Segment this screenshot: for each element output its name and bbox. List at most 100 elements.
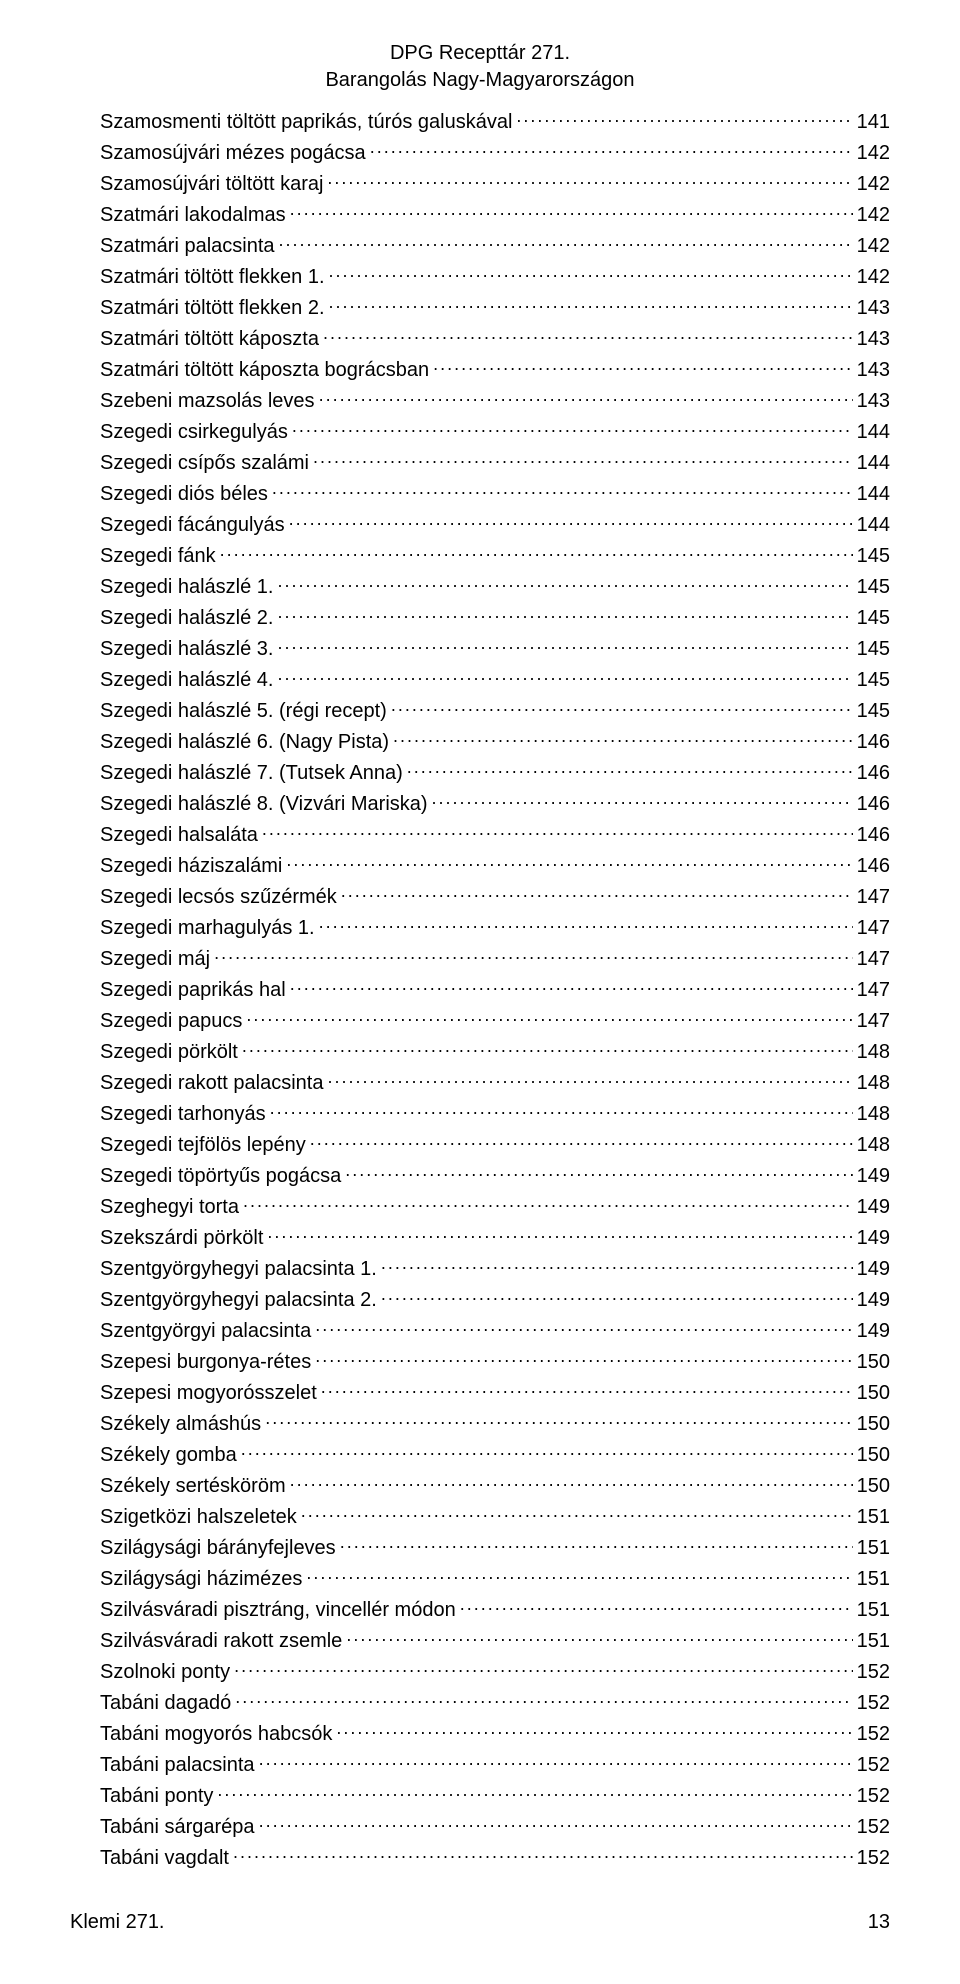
toc-row: Szekszárdi pörkölt 149 [100, 1220, 890, 1251]
toc-entry-label: Szegedi halászlé 6. (Nagy Pista) [100, 729, 389, 755]
toc-entry-page: 144 [857, 419, 890, 445]
toc-entry-page: 144 [857, 450, 890, 476]
toc-entry-page: 152 [857, 1690, 890, 1716]
toc-leader-dots [323, 321, 853, 345]
toc-entry-page: 147 [857, 977, 890, 1003]
toc-row: Székely gomba 150 [100, 1437, 890, 1468]
toc-entry-label: Tabáni palacsinta [100, 1752, 255, 1778]
toc-leader-dots [286, 848, 852, 872]
table-of-contents: Szamosmenti töltött paprikás, túrós galu… [70, 104, 890, 1871]
toc-entry-label: Szilvásváradi rakott zsemle [100, 1628, 342, 1654]
toc-entry-page: 150 [857, 1473, 890, 1499]
toc-entry-page: 146 [857, 760, 890, 786]
page-footer: Klemi 271. 13 [70, 1911, 890, 1934]
toc-leader-dots [290, 972, 853, 996]
toc-entry-label: Szekszárdi pörkölt [100, 1225, 263, 1251]
toc-entry-label: Szegedi rakott palacsinta [100, 1070, 323, 1096]
toc-entry-label: Szegedi halászlé 2. [100, 605, 273, 631]
toc-row: Szamosmenti töltött paprikás, túrós galu… [100, 104, 890, 135]
toc-entry-page: 148 [857, 1070, 890, 1096]
toc-entry-page: 142 [857, 233, 890, 259]
toc-entry-page: 143 [857, 388, 890, 414]
toc-row: Szepesi mogyorósszelet 150 [100, 1375, 890, 1406]
toc-row: Szilvásváradi pisztráng, vincellér módon… [100, 1592, 890, 1623]
toc-entry-label: Székely sertésköröm [100, 1473, 286, 1499]
toc-leader-dots [290, 197, 853, 221]
toc-row: Szatmári töltött káposzta 143 [100, 321, 890, 352]
toc-entry-page: 151 [857, 1504, 890, 1530]
toc-leader-dots [329, 259, 853, 283]
toc-leader-dots [277, 569, 852, 593]
toc-entry-label: Szatmári lakodalmas [100, 202, 286, 228]
toc-entry-label: Szegedi fánk [100, 543, 216, 569]
toc-leader-dots [433, 352, 853, 376]
toc-entry-label: Szepesi mogyorósszelet [100, 1380, 317, 1406]
toc-leader-dots [315, 1313, 852, 1337]
toc-entry-label: Szepesi burgonya-rétes [100, 1349, 311, 1375]
toc-row: Szegedi halászlé 3. 145 [100, 631, 890, 662]
toc-leader-dots [279, 228, 853, 252]
document-page: DPG Recepttár 271. Barangolás Nagy-Magya… [0, 0, 960, 1984]
toc-row: Szegedi csirkegulyás 144 [100, 414, 890, 445]
toc-row: Szepesi burgonya-rétes 150 [100, 1344, 890, 1375]
toc-entry-label: Szegedi halászlé 7. (Tutsek Anna) [100, 760, 403, 786]
toc-leader-dots [381, 1251, 853, 1275]
toc-entry-label: Tabáni ponty [100, 1783, 213, 1809]
toc-entry-page: 151 [857, 1566, 890, 1592]
toc-row: Tabáni vagdalt 152 [100, 1840, 890, 1871]
toc-entry-page: 144 [857, 512, 890, 538]
toc-entry-label: Tabáni sárgarépa [100, 1814, 255, 1840]
toc-row: Szamosújvári mézes pogácsa 142 [100, 135, 890, 166]
toc-entry-label: Szeghegyi torta [100, 1194, 239, 1220]
header-title-2: Barangolás Nagy-Magyarországon [70, 67, 890, 94]
toc-entry-label: Szegedi tejfölös lepény [100, 1132, 306, 1158]
toc-row: Szatmári töltött káposzta bográcsban 143 [100, 352, 890, 383]
toc-entry-page: 150 [857, 1411, 890, 1437]
toc-row: Szegedi rakott palacsinta 148 [100, 1065, 890, 1096]
toc-entry-page: 151 [857, 1597, 890, 1623]
toc-row: Szegedi töpörtyűs pogácsa 149 [100, 1158, 890, 1189]
toc-leader-dots [306, 1561, 852, 1585]
toc-row: Tabáni ponty 152 [100, 1778, 890, 1809]
toc-row: Tabáni mogyorós habcsók 152 [100, 1716, 890, 1747]
toc-leader-dots [272, 476, 853, 500]
toc-entry-page: 146 [857, 729, 890, 755]
toc-row: Szolnoki ponty 152 [100, 1654, 890, 1685]
toc-entry-page: 151 [857, 1535, 890, 1561]
toc-leader-dots [460, 1592, 853, 1616]
toc-row: Szatmári töltött flekken 2. 143 [100, 290, 890, 321]
toc-leader-dots [259, 1809, 853, 1833]
toc-leader-dots [346, 1623, 852, 1647]
toc-entry-page: 152 [857, 1721, 890, 1747]
toc-entry-label: Szolnoki ponty [100, 1659, 230, 1685]
toc-leader-dots [329, 290, 853, 314]
toc-entry-page: 146 [857, 822, 890, 848]
toc-row: Szegedi háziszalámi 146 [100, 848, 890, 879]
toc-entry-page: 142 [857, 202, 890, 228]
toc-entry-page: 142 [857, 264, 890, 290]
toc-row: Szebeni mazsolás leves 143 [100, 383, 890, 414]
toc-entry-page: 149 [857, 1287, 890, 1313]
toc-row: Szegedi halászlé 2. 145 [100, 600, 890, 631]
toc-row: Szamosújvári töltött karaj 142 [100, 166, 890, 197]
toc-entry-label: Szegedi fácángulyás [100, 512, 285, 538]
toc-entry-label: Szegedi csípős szalámi [100, 450, 309, 476]
toc-entry-label: Szegedi halászlé 4. [100, 667, 273, 693]
toc-entry-label: Tabáni dagadó [100, 1690, 231, 1716]
toc-entry-page: 145 [857, 574, 890, 600]
toc-leader-dots [233, 1840, 853, 1864]
toc-row: Szatmári lakodalmas 142 [100, 197, 890, 228]
toc-entry-page: 150 [857, 1442, 890, 1468]
toc-row: Szegedi pörkölt 148 [100, 1034, 890, 1065]
toc-entry-label: Szegedi lecsós szűzérmék [100, 884, 337, 910]
toc-row: Szegedi halászlé 5. (régi recept) 145 [100, 693, 890, 724]
toc-leader-dots [313, 445, 853, 469]
toc-entry-label: Szamosújvári mézes pogácsa [100, 140, 366, 166]
toc-entry-page: 143 [857, 295, 890, 321]
toc-entry-label: Szegedi halászlé 1. [100, 574, 273, 600]
toc-entry-page: 149 [857, 1318, 890, 1344]
toc-leader-dots [214, 941, 853, 965]
toc-leader-dots [381, 1282, 853, 1306]
toc-entry-page: 149 [857, 1225, 890, 1251]
toc-entry-label: Szamosújvári töltött karaj [100, 171, 323, 197]
